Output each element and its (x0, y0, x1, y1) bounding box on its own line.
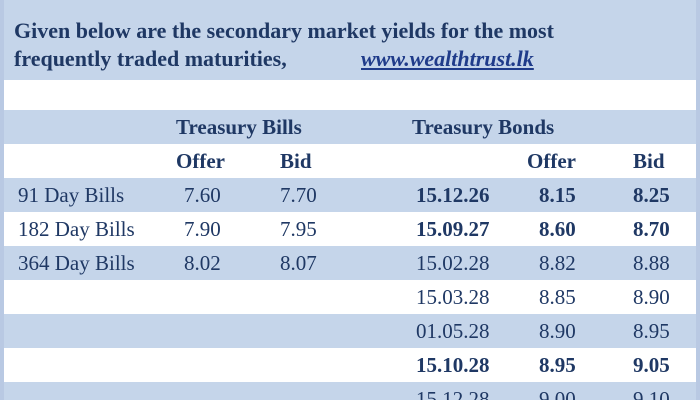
section-title-row (4, 110, 696, 144)
bill-bid: 7.95 (280, 217, 317, 241)
bond-bid: 8.95 (633, 319, 670, 343)
bond-maturity: 15.12.26 (416, 183, 490, 207)
bills-bid-header: Bid (280, 149, 312, 173)
column-header-row (4, 144, 696, 178)
table-row (4, 314, 696, 348)
yields-panel: Given below are the secondary market yie… (4, 0, 696, 400)
bond-bid: 8.70 (633, 217, 670, 241)
bond-maturity: 01.05.28 (416, 319, 490, 343)
bill-offer: 7.60 (184, 183, 221, 207)
bill-offer: 7.90 (184, 217, 221, 241)
bonds-section-title: Treasury Bonds (412, 115, 555, 139)
bond-offer: 8.95 (539, 353, 576, 377)
bond-offer: 8.85 (539, 285, 576, 309)
bonds-offer-header: Offer (527, 149, 576, 173)
bond-bid: 8.25 (633, 183, 670, 207)
table-row (4, 178, 696, 212)
bill-bid: 8.07 (280, 251, 317, 275)
bond-bid: 8.90 (633, 285, 670, 309)
header-line-2: frequently traded maturities, (14, 46, 287, 71)
bill-name: 364 Day Bills (18, 251, 135, 275)
bond-maturity: 15.03.28 (416, 285, 490, 309)
bond-offer: 8.90 (539, 319, 576, 343)
header-line-1: Given below are the secondary market yie… (14, 18, 554, 43)
bills-section-title: Treasury Bills (176, 115, 302, 139)
table-row (4, 382, 696, 400)
table-row (4, 212, 696, 246)
bond-offer: 8.60 (539, 217, 576, 241)
bond-maturity: 15.10.28 (416, 353, 490, 377)
bill-name: 91 Day Bills (18, 183, 125, 207)
bond-maturity: 15.02.28 (416, 251, 490, 275)
bond-maturity: 15.12.28 (416, 387, 490, 400)
wealthtrust-link[interactable]: www.wealthtrust.lk (361, 46, 534, 71)
bond-offer: 8.82 (539, 251, 576, 275)
bonds-bid-header: Bid (633, 149, 665, 173)
table-row (4, 246, 696, 280)
bond-bid: 9.10 (633, 387, 670, 400)
bond-bid: 9.05 (633, 353, 670, 377)
spacer-row (4, 80, 696, 110)
bill-offer: 8.02 (184, 251, 221, 275)
bond-offer: 8.15 (539, 183, 576, 207)
bond-offer: 9.00 (539, 387, 576, 400)
bill-bid: 7.70 (280, 183, 317, 207)
bills-offer-header: Offer (176, 149, 225, 173)
table-row (4, 348, 696, 382)
bill-name: 182 Day Bills (18, 217, 135, 241)
table-row (4, 280, 696, 314)
bond-bid: 8.88 (633, 251, 670, 275)
header-banner: Given below are the secondary market yie… (4, 0, 696, 80)
bond-maturity: 15.09.27 (416, 217, 490, 241)
